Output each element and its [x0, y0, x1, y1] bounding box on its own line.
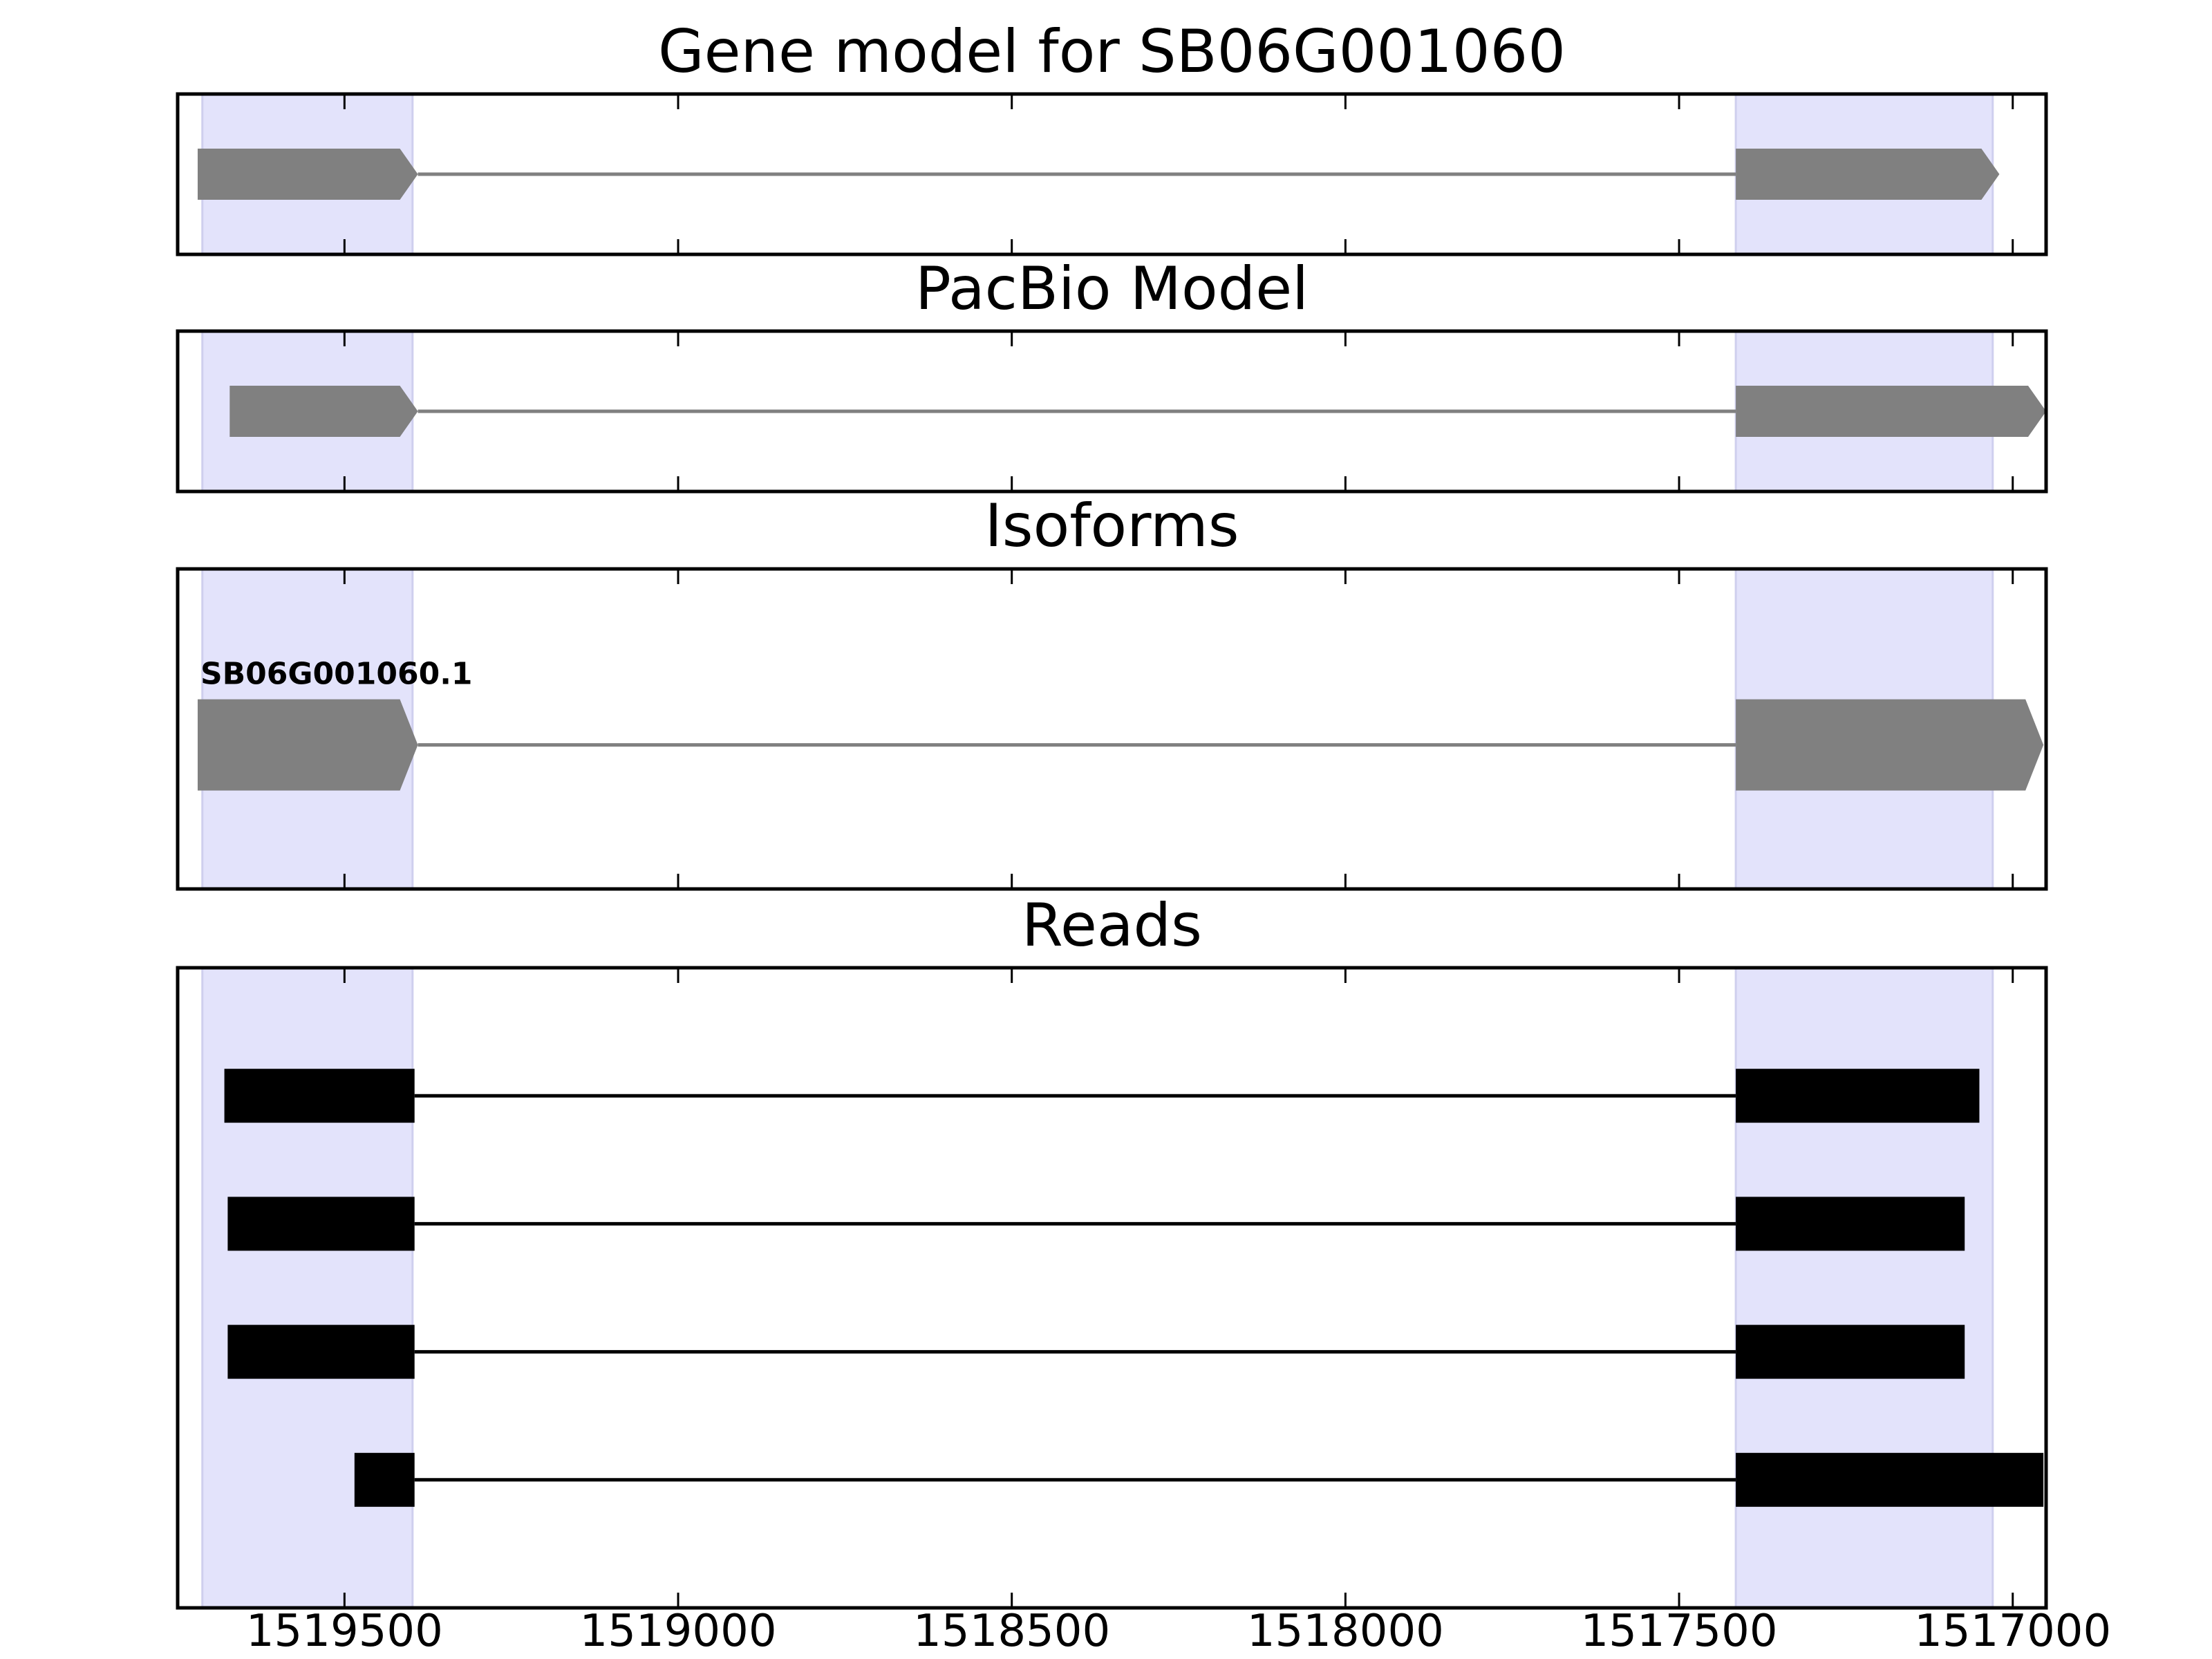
read-exon-block: [354, 1452, 415, 1507]
exon-highlight-band: [201, 966, 414, 1609]
x-tick-label: 1517000: [1914, 1606, 2111, 1657]
x-tick-label: 1519500: [246, 1606, 443, 1657]
panel-title: Isoforms: [984, 491, 1239, 561]
exon-block: [1736, 699, 2044, 791]
isoform-label: SB06G001060.1: [200, 657, 473, 692]
read-exon-block: [1736, 1069, 1980, 1123]
exon-block: [229, 386, 418, 437]
read-exon-block: [1736, 1452, 2044, 1507]
panel-title: Reads: [1022, 891, 1202, 960]
read-exon-block: [224, 1069, 415, 1123]
panel-frame: [176, 329, 2048, 494]
panel-frame: [176, 966, 2048, 1610]
exon-highlight-band: [1734, 966, 1994, 1609]
exon-block: [197, 699, 418, 791]
read-exon-block: [227, 1197, 415, 1251]
x-tick-label: 1517500: [1581, 1606, 1778, 1657]
exon-block: [197, 149, 418, 200]
x-tick-label: 1519000: [580, 1606, 777, 1657]
panel-frame: [176, 92, 2048, 256]
read-exon-block: [1736, 1197, 1965, 1251]
x-tick-label: 1518000: [1247, 1606, 1444, 1657]
exon-block: [1736, 386, 2046, 437]
exon-block: [1736, 149, 2000, 200]
panel-title: Gene model for SB06G001060: [658, 17, 1566, 86]
panel-frame: [176, 567, 2048, 891]
read-exon-block: [227, 1324, 415, 1379]
read-exon-block: [1736, 1324, 1965, 1379]
panel-title: PacBio Model: [915, 254, 1309, 324]
x-tick-label: 1518500: [913, 1606, 1110, 1657]
